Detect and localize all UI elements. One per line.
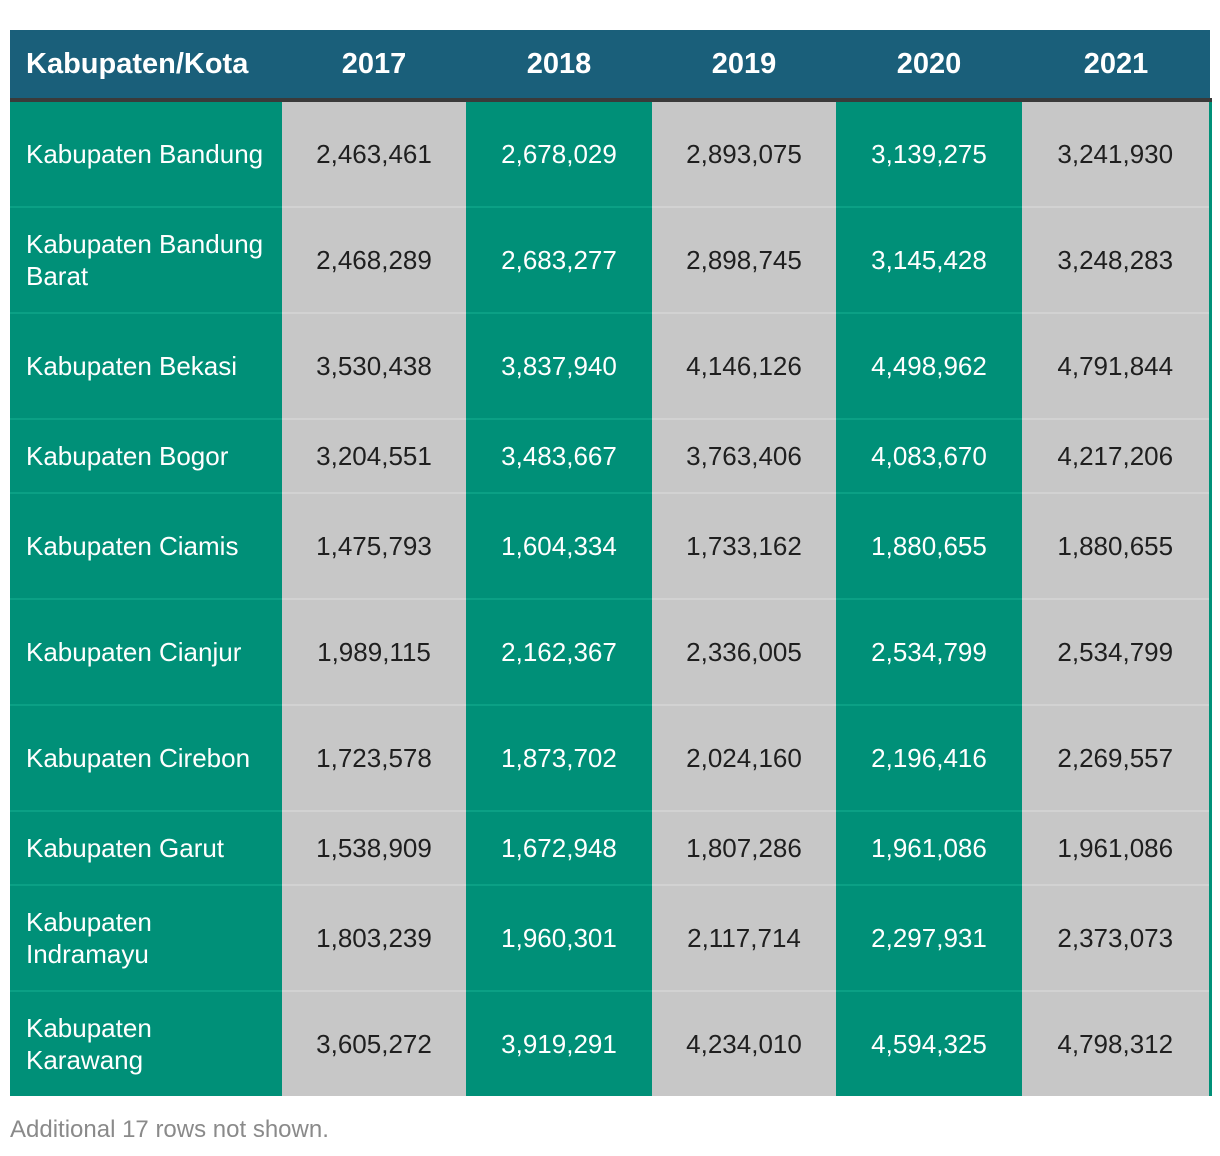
value-cell-2017: 3,530,438 [282,313,466,420]
value-cell-2020: 4,083,670 [836,419,1022,494]
value-cell-2020: 2,196,416 [836,705,1022,812]
value-cell-2020: 2,297,931 [836,885,1022,992]
value-cell-2017: 2,468,289 [282,207,466,314]
value-cell-2021: 3,248,283 [1022,207,1212,314]
region-name-cell: Kabupaten Cianjur [10,599,282,706]
value-cell-2017: 3,605,272 [282,991,466,1096]
value-cell-2021: 3,241,930 [1022,100,1212,208]
value-cell-2020: 1,880,655 [836,493,1022,600]
value-cell-2021: 2,373,073 [1022,885,1212,992]
region-name-cell: Kabupaten Indramayu [10,885,282,992]
column-header-2020[interactable]: 2020 [836,30,1022,102]
value-cell-2018: 3,837,940 [466,313,652,420]
value-cell-2017: 1,989,115 [282,599,466,706]
header-row: Kabupaten/Kota 2017 2018 2019 2020 2021 [10,30,1210,102]
value-cell-2017: 2,463,461 [282,100,466,208]
region-name-cell: Kabupaten Bandung Barat [10,207,282,314]
value-cell-2021: 4,217,206 [1022,419,1212,494]
table-row: Kabupaten Garut 1,538,909 1,672,948 1,807,2… [10,811,1212,886]
value-cell-2019: 2,117,714 [652,885,836,992]
table-row: Kabupaten Bandung 2,463,461 2,678,029 2,893… [10,100,1212,208]
value-cell-2020: 4,498,962 [836,313,1022,420]
value-cell-2017: 1,538,909 [282,811,466,886]
value-cell-2019: 2,024,160 [652,705,836,812]
value-cell-2018: 2,678,029 [466,100,652,208]
table-row: Kabupaten Bandung Barat 2,468,289 2,683,27… [10,207,1212,314]
value-cell-2018: 1,604,334 [466,493,652,600]
value-cell-2020: 4,594,325 [836,991,1022,1096]
region-name-cell: Kabupaten Bogor [10,419,282,494]
value-cell-2017: 3,204,551 [282,419,466,494]
table-row: Kabupaten Bekasi 3,530,438 3,837,940 4,146,… [10,313,1212,420]
value-cell-2020: 3,139,275 [836,100,1022,208]
value-cell-2018: 1,672,948 [466,811,652,886]
value-cell-2017: 1,723,578 [282,705,466,812]
table-body: Kabupaten Bandung 2,463,461 2,678,029 2,893… [10,100,1212,1096]
value-cell-2017: 1,475,793 [282,493,466,600]
value-cell-2021: 4,791,844 [1022,313,1212,420]
value-cell-2021: 2,269,557 [1022,705,1212,812]
table-row: Kabupaten Cirebon 1,723,578 1,873,702 2,024… [10,705,1212,812]
value-cell-2019: 2,898,745 [652,207,836,314]
region-name-cell: Kabupaten Bekasi [10,313,282,420]
value-cell-2018: 2,683,277 [466,207,652,314]
value-cell-2018: 3,919,291 [466,991,652,1096]
region-name-cell: Kabupaten Bandung [10,100,282,208]
value-cell-2021: 2,534,799 [1022,599,1212,706]
region-name-cell: Kabupaten Ciamis [10,493,282,600]
column-header-2018[interactable]: 2018 [466,30,652,102]
table-row: Kabupaten Bogor 3,204,551 3,483,667 3,763,4… [10,419,1212,494]
data-table-container: Kabupaten/Kota 2017 2018 2019 2020 2021 … [10,30,1212,1096]
table-row: Kabupaten Cianjur 1,989,115 2,162,367 2,336… [10,599,1212,706]
value-cell-2019: 1,733,162 [652,493,836,600]
region-name-cell: Kabupaten Cirebon [10,705,282,812]
column-header-2021[interactable]: 2021 [1022,30,1210,102]
value-cell-2019: 2,893,075 [652,100,836,208]
value-cell-2018: 2,162,367 [466,599,652,706]
table-row: Kabupaten Ciamis 1,475,793 1,604,334 1,733,… [10,493,1212,600]
table-footnote: Additional 17 rows not shown. [10,1116,329,1143]
value-cell-2018: 1,960,301 [466,885,652,992]
column-header-2019[interactable]: 2019 [652,30,836,102]
value-cell-2020: 3,145,428 [836,207,1022,314]
value-cell-2021: 1,880,655 [1022,493,1212,600]
value-cell-2021: 1,961,086 [1022,811,1212,886]
value-cell-2019: 2,336,005 [652,599,836,706]
table-header: Kabupaten/Kota 2017 2018 2019 2020 2021 [10,30,1210,102]
table-row: Kabupaten Karawang 3,605,272 3,919,291 4,23… [10,991,1212,1096]
value-cell-2020: 1,961,086 [836,811,1022,886]
value-cell-2021: 4,798,312 [1022,991,1212,1096]
column-header-kabupaten-kota[interactable]: Kabupaten/Kota [10,30,282,102]
value-cell-2019: 1,807,286 [652,811,836,886]
value-cell-2020: 2,534,799 [836,599,1022,706]
value-cell-2017: 1,803,239 [282,885,466,992]
data-table: Kabupaten/Kota 2017 2018 2019 2020 2021 … [10,30,1212,1096]
column-header-2017[interactable]: 2017 [282,30,466,102]
value-cell-2019: 4,146,126 [652,313,836,420]
value-cell-2018: 1,873,702 [466,705,652,812]
region-name-cell: Kabupaten Karawang [10,991,282,1096]
table-row: Kabupaten Indramayu 1,803,239 1,960,301 2,1… [10,885,1212,992]
value-cell-2018: 3,483,667 [466,419,652,494]
region-name-cell: Kabupaten Garut [10,811,282,886]
value-cell-2019: 3,763,406 [652,419,836,494]
value-cell-2019: 4,234,010 [652,991,836,1096]
